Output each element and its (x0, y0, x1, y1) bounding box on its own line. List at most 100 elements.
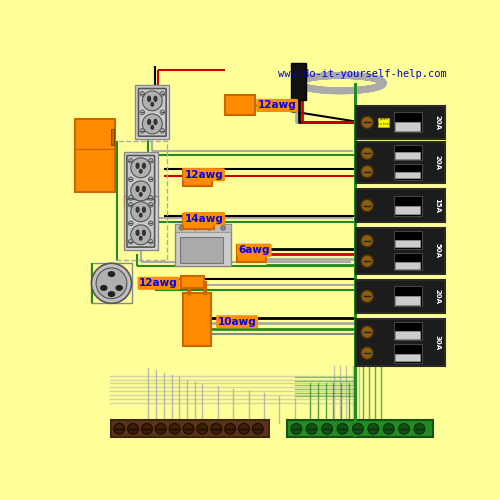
Bar (124, 152, 158, 206)
Circle shape (128, 177, 133, 182)
Bar (395, 206, 420, 214)
Ellipse shape (136, 207, 139, 212)
Circle shape (169, 424, 180, 434)
FancyBboxPatch shape (127, 156, 154, 203)
Circle shape (306, 424, 317, 434)
Bar (237, 245, 266, 262)
Circle shape (142, 91, 162, 111)
Circle shape (148, 158, 153, 163)
Text: 20A: 20A (434, 289, 440, 304)
Circle shape (148, 221, 153, 226)
Ellipse shape (142, 207, 146, 212)
Bar (356, 318, 445, 366)
Bar (124, 196, 158, 250)
Bar (394, 164, 422, 180)
Bar (394, 286, 422, 306)
Ellipse shape (154, 96, 157, 102)
Bar (394, 196, 422, 216)
Circle shape (131, 181, 150, 201)
Text: 12awg: 12awg (139, 278, 178, 288)
Ellipse shape (108, 292, 114, 296)
Bar (394, 231, 422, 248)
Ellipse shape (140, 214, 142, 217)
Circle shape (140, 128, 144, 133)
Bar (356, 190, 445, 222)
Ellipse shape (148, 96, 150, 102)
Circle shape (148, 177, 153, 182)
Ellipse shape (140, 236, 142, 240)
Circle shape (140, 110, 144, 114)
Ellipse shape (108, 272, 114, 276)
Circle shape (352, 424, 364, 434)
Circle shape (156, 424, 166, 434)
Bar (287, 420, 434, 438)
Circle shape (337, 424, 348, 434)
Circle shape (197, 424, 207, 434)
Circle shape (252, 424, 263, 434)
Ellipse shape (100, 286, 107, 290)
Bar (356, 228, 445, 274)
Circle shape (148, 240, 153, 244)
Circle shape (128, 202, 133, 207)
Ellipse shape (142, 230, 146, 235)
FancyBboxPatch shape (138, 88, 166, 136)
Bar (112, 420, 270, 438)
Circle shape (128, 240, 133, 244)
Circle shape (160, 128, 164, 133)
Bar (395, 296, 420, 305)
Circle shape (142, 114, 162, 134)
Ellipse shape (140, 192, 142, 196)
Circle shape (398, 424, 409, 434)
Bar (116, 141, 118, 260)
Bar (136, 86, 169, 140)
Circle shape (128, 424, 138, 434)
Circle shape (131, 158, 150, 178)
Ellipse shape (151, 126, 154, 129)
FancyBboxPatch shape (127, 200, 154, 247)
Text: 30A: 30A (434, 335, 440, 350)
Bar (394, 322, 422, 340)
Bar (395, 152, 420, 159)
Bar (378, 118, 388, 127)
Ellipse shape (148, 120, 150, 124)
Circle shape (128, 158, 133, 163)
Circle shape (414, 424, 425, 434)
Circle shape (193, 226, 198, 230)
Circle shape (183, 424, 194, 434)
Ellipse shape (142, 164, 146, 168)
Text: 12awg: 12awg (184, 170, 224, 179)
Circle shape (148, 196, 153, 200)
Ellipse shape (136, 230, 139, 235)
Text: 20A: 20A (434, 115, 440, 130)
Circle shape (238, 424, 250, 434)
Text: 14awg: 14awg (184, 214, 224, 224)
Text: 15A: 15A (434, 198, 440, 213)
Bar (394, 112, 422, 132)
Ellipse shape (142, 186, 146, 192)
Bar (176, 224, 231, 232)
Bar (176, 224, 231, 266)
Circle shape (361, 147, 374, 160)
Bar (356, 142, 445, 183)
Bar (394, 253, 422, 270)
Circle shape (128, 196, 133, 200)
Circle shape (322, 424, 332, 434)
Bar (181, 276, 204, 288)
Circle shape (128, 221, 133, 226)
Circle shape (361, 166, 374, 177)
Circle shape (361, 326, 374, 338)
Circle shape (361, 347, 374, 360)
Bar (116, 141, 167, 260)
Bar (226, 96, 254, 116)
Bar (395, 172, 420, 178)
Text: to test: to test (378, 122, 390, 126)
Bar (356, 280, 445, 312)
Text: 50A: 50A (434, 244, 440, 258)
Bar (76, 120, 116, 192)
Ellipse shape (151, 102, 154, 106)
Circle shape (207, 226, 212, 230)
Circle shape (361, 200, 374, 211)
Circle shape (96, 268, 127, 298)
Circle shape (384, 424, 394, 434)
Bar (395, 240, 420, 247)
